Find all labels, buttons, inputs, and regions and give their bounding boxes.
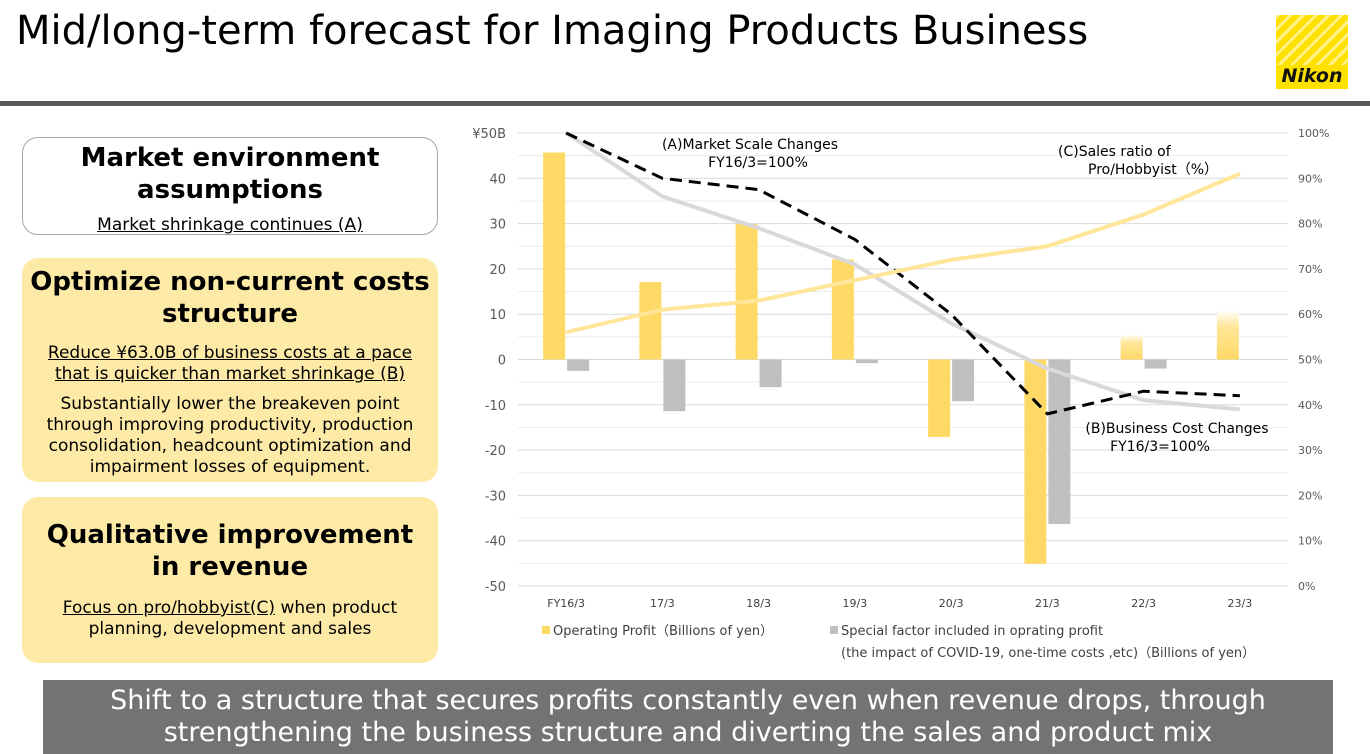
y-tick-label-right: 90%: [1298, 172, 1322, 185]
operating-profit-bar: [639, 282, 662, 360]
y-tick-label-left: 30: [489, 218, 506, 233]
y-tick-label-left: -50: [485, 580, 506, 595]
special-factor-bar: [952, 359, 975, 402]
y-tick-label-left: -30: [485, 489, 506, 504]
costs-body-text: Substantially lower the breakeven point …: [22, 394, 438, 478]
costs-box-title: Optimize non-current costs structure: [22, 266, 438, 330]
annotation-a-line1: (A)Market Scale Changes: [662, 137, 838, 153]
revenue-box-title: Qualitative improvement in revenue: [22, 519, 438, 583]
pro-hobbyist-ratio-line: [565, 171, 1241, 335]
revenue-box-text: Focus on pro/hobbyist(C) when product pl…: [22, 598, 438, 640]
revenue-text-tail: when product: [275, 598, 398, 618]
x-tick-label: 17/3: [650, 597, 675, 610]
legend-swatch-special-factor: [830, 626, 838, 634]
revenue-underlined-text: Focus on pro/hobbyist(C): [62, 598, 276, 618]
y-tick-label-left: -20: [485, 444, 506, 459]
special-factor-bar: [663, 359, 686, 412]
y-tick-label-right: 40%: [1298, 399, 1322, 412]
y-tick-label-left: 20: [489, 263, 506, 278]
costs-body-line1: Substantially lower the breakeven point: [60, 394, 400, 414]
legend-label-operating-profit: Operating Profit（Billions of yen）: [553, 624, 773, 639]
logo-text: Nikon: [1281, 65, 1343, 87]
operating-profit-bar: [543, 152, 566, 360]
legend-swatch-operating-profit: [542, 626, 550, 634]
x-tick-label: 23/3: [1228, 597, 1253, 610]
qualitative-revenue-box: Qualitative improvement in revenue Focus…: [22, 497, 438, 663]
special-factor-bar: [1144, 359, 1167, 369]
revenue-title-line2: in revenue: [151, 552, 309, 582]
operating-profit-bar: [928, 359, 951, 437]
special-factor-bar: [759, 359, 782, 388]
annotation-c-line1: (C)Sales ratio of: [1058, 144, 1172, 160]
y-tick-label-right: 20%: [1298, 489, 1322, 502]
annotation-b-line1: (B)Business Cost Changes: [1085, 421, 1268, 437]
market-title-line2: assumptions: [137, 175, 323, 205]
costs-title-line1: Optimize non-current costs: [30, 267, 430, 297]
market-title-line1: Market environment: [80, 143, 380, 173]
y-tick-label-right: 30%: [1298, 444, 1322, 457]
costs-underlined-line1: Reduce ¥63.0B of business costs at a pac…: [47, 343, 413, 363]
y-tick-label-right: 70%: [1298, 263, 1322, 276]
x-tick-label: 22/3: [1131, 597, 1156, 610]
banner-line1: Shift to a structure that secures profit…: [110, 685, 1266, 716]
business-cost-line: [565, 131, 1240, 416]
operating-profit-bar: [1216, 309, 1239, 360]
annotation-c-line2: Pro/Hobbyist（%）: [1088, 162, 1218, 178]
slide-title: Mid/long-term forecast for Imaging Produ…: [16, 8, 1089, 54]
conclusion-banner: Shift to a structure that secures profit…: [43, 680, 1333, 754]
x-tick-label: 19/3: [843, 597, 868, 610]
banner-line2: strengthening the business structure and…: [163, 717, 1213, 748]
y-tick-label-right: 50%: [1298, 354, 1322, 367]
costs-body-line2: through improving productivity, producti…: [46, 415, 414, 435]
market-environment-box: Market environment assumptions Market sh…: [22, 137, 438, 235]
revenue-text-line2: planning, development and sales: [88, 619, 372, 639]
annotation-b-line2: FY16/3=100%: [1110, 439, 1210, 455]
optimize-costs-box: Optimize non-current costs structure Red…: [22, 258, 438, 482]
operating-profit-bar: [831, 259, 854, 360]
forecast-chart: ¥50B 40 30 20 10 0 -10 -20 -30 -40 -50 100% 90% 80% 70…: [472, 127, 1329, 661]
y-tick-label-right: 100%: [1298, 127, 1329, 140]
y-tick-label-left: 40: [489, 172, 506, 187]
y-tick-label-left: 0: [498, 354, 506, 369]
y-tick-label-right: 0%: [1298, 580, 1315, 593]
costs-body-line4: impairment losses of equipment.: [89, 457, 371, 477]
x-tick-label: 18/3: [746, 597, 771, 610]
legend-label-special-factor-line2: (the impact of COVID-19, one-time costs …: [841, 646, 1255, 661]
special-factor-bar: [855, 359, 878, 364]
y-tick-label-right: 60%: [1298, 308, 1322, 321]
legend-label-special-factor: Special factor included in oprating prof…: [841, 624, 1103, 639]
x-tick-label: 21/3: [1035, 597, 1060, 610]
revenue-text-line1: Focus on pro/hobbyist(C) when product: [22, 598, 438, 619]
market-box-text: Market shrinkage continues (A): [97, 215, 363, 235]
y-tick-label-left: -10: [485, 399, 506, 414]
costs-title-line2: structure: [161, 299, 299, 329]
special-factor-bar: [1048, 359, 1071, 524]
x-tick-label: FY16/3: [547, 597, 585, 610]
y-tick-label-left: -40: [485, 535, 506, 550]
y-tick-label-right: 80%: [1298, 218, 1322, 231]
y-tick-label-left: 10: [489, 308, 506, 323]
title-divider: [0, 101, 1370, 106]
operating-profit-bar: [1120, 334, 1143, 360]
costs-body-line3: consolidation, headcount optimization an…: [48, 436, 412, 456]
y-tick-label-left: ¥50B: [472, 127, 506, 142]
revenue-title-line1: Qualitative improvement: [46, 520, 414, 550]
market-box-title: Market environment assumptions: [23, 142, 437, 206]
annotation-a-line2: FY16/3=100%: [708, 155, 808, 171]
x-tick-label: 20/3: [939, 597, 964, 610]
logo-stripes: [1276, 15, 1348, 65]
costs-underlined-line2: that is quicker than market shrinkage (B…: [54, 364, 406, 384]
y-tick-label-right: 10%: [1298, 535, 1322, 548]
operating-profit-bar: [735, 224, 758, 360]
operating-profit-bar: [1024, 359, 1047, 564]
costs-underlined-text: Reduce ¥63.0B of business costs at a pac…: [22, 343, 438, 385]
special-factor-bar: [567, 359, 590, 371]
nikon-logo: Nikon: [1276, 15, 1348, 89]
